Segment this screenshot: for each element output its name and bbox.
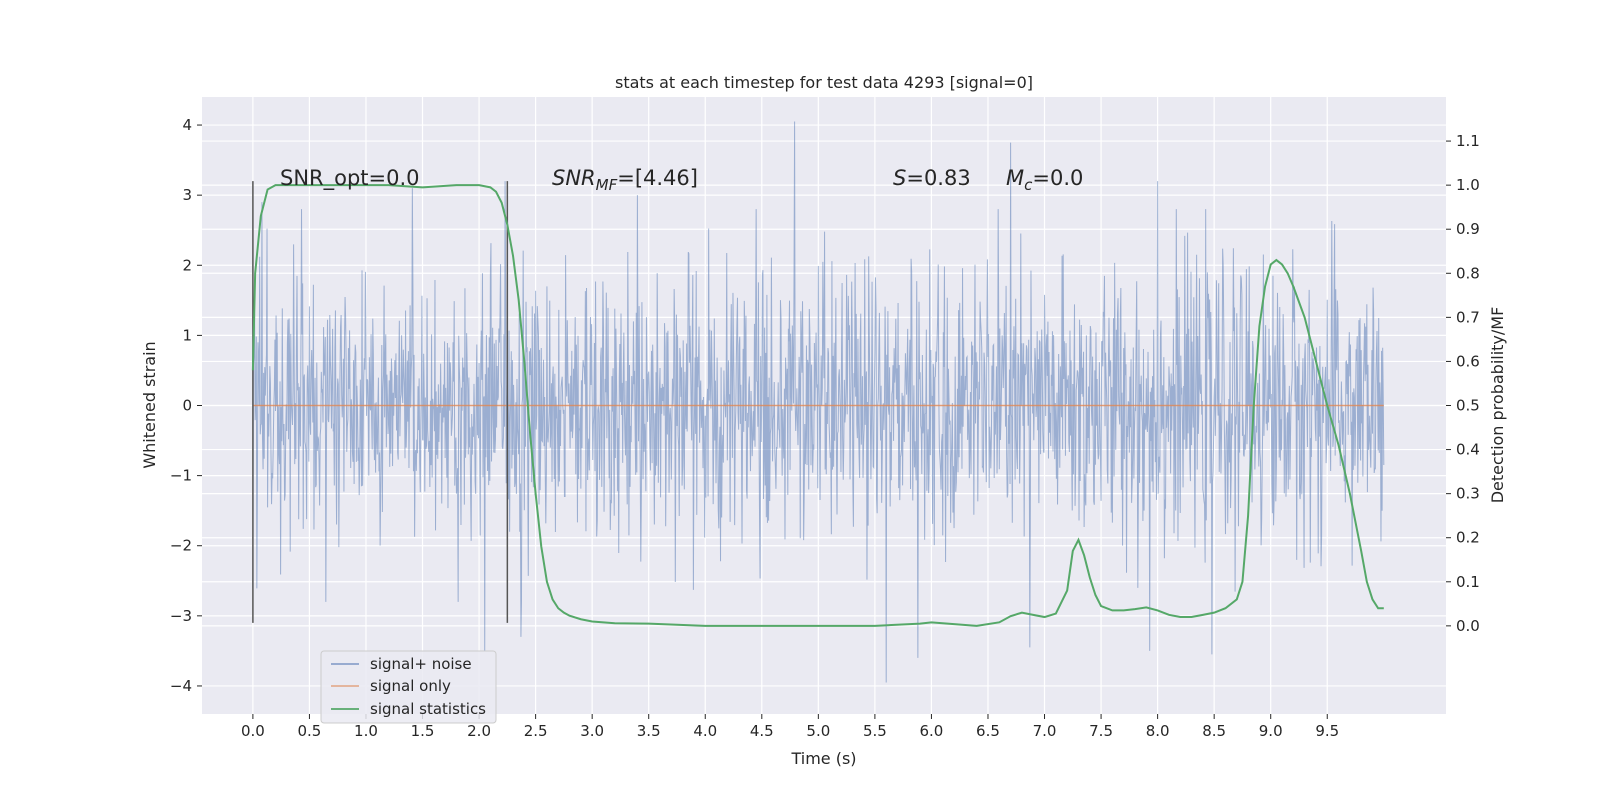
y-tick-label: 1 xyxy=(182,326,192,344)
snr-mf-value: =[4.46] xyxy=(617,166,698,190)
y-right-tick-label: 1.0 xyxy=(1456,176,1480,194)
y-right-tick-label: 0.9 xyxy=(1456,220,1480,238)
marker-lines xyxy=(252,181,509,623)
annotation-mc: Mc=0.0 xyxy=(1006,166,1083,194)
y-right-tick-label: 0.6 xyxy=(1456,352,1480,370)
x-tick-label: 1.5 xyxy=(411,722,435,740)
y-tick-label: −4 xyxy=(170,677,192,695)
snr-mf-subscript: MF xyxy=(596,176,618,194)
x-tick-label: 5.0 xyxy=(806,722,830,740)
x-tick-label: 0.0 xyxy=(241,722,265,740)
y-tick-label: 3 xyxy=(182,186,192,204)
y-right-tick-label: 1.1 xyxy=(1456,132,1480,150)
x-tick-label: 2.0 xyxy=(467,722,491,740)
mc-symbol: M xyxy=(1006,166,1024,190)
y-right-tick-label: 0.7 xyxy=(1456,308,1480,326)
chart-title: stats at each timestep for test data 429… xyxy=(615,73,1033,92)
snr-mf-symbol: SNR xyxy=(552,166,596,190)
mc-subscript: c xyxy=(1024,176,1033,194)
x-tick-label: 3.0 xyxy=(580,722,604,740)
x-tick-label: 0.5 xyxy=(298,722,322,740)
y-right-tick-label: 0.8 xyxy=(1456,264,1480,282)
signal-noise-line xyxy=(252,121,1385,683)
x-axis-ticks: 0.0 0.5 1.0 1.5 2.0 2.5 3.0 3.5 4.0 4.5 5.0 5.5 6.0 6… xyxy=(241,714,1339,740)
y-tick-label: −3 xyxy=(170,607,192,625)
mc-value: =0.0 xyxy=(1032,166,1083,190)
y-tick-label: 2 xyxy=(182,256,192,274)
x-tick-label: 3.5 xyxy=(637,722,661,740)
s-value: =0.83 xyxy=(906,166,970,190)
y-right-tick-label: 0.0 xyxy=(1456,617,1480,635)
x-tick-label: 1.0 xyxy=(354,722,378,740)
s-symbol: S xyxy=(893,166,906,190)
x-tick-label: 8.5 xyxy=(1202,722,1226,740)
y-tick-label: −2 xyxy=(170,537,192,555)
signal-statistics-series xyxy=(251,184,1384,627)
y-right-tick-label: 0.3 xyxy=(1456,485,1480,503)
x-tick-label: 6.0 xyxy=(920,722,944,740)
y-axis-label: Whitened strain xyxy=(140,341,159,468)
x-tick-label: 2.5 xyxy=(524,722,548,740)
signal-statistics-line xyxy=(251,184,1384,627)
legend: signal+ noise signal only signal statist… xyxy=(320,650,497,724)
y-right-tick-label: 0.2 xyxy=(1456,529,1480,547)
x-axis-label: Time (s) xyxy=(790,749,856,768)
y-right-tick-label: 0.5 xyxy=(1456,397,1480,415)
legend-box xyxy=(320,650,497,724)
legend-label-signal-only: signal only xyxy=(370,677,451,695)
annotation-s: S=0.83 xyxy=(893,166,971,190)
legend-label-signal-statistics: signal statistics xyxy=(370,700,486,718)
x-tick-label: 7.0 xyxy=(1033,722,1057,740)
x-tick-label: 9.0 xyxy=(1259,722,1283,740)
x-tick-label: 5.5 xyxy=(863,722,887,740)
y-tick-label: 0 xyxy=(182,397,192,415)
x-tick-label: 9.5 xyxy=(1315,722,1339,740)
x-tick-label: 4.0 xyxy=(693,722,717,740)
legend-label-signal-noise: signal+ noise xyxy=(370,655,472,673)
y-axis-right-ticks: 1.1 1.0 0.9 0.8 0.7 0.6 0.5 0.4 0.3 0.2 0.1 0.0 xyxy=(1446,132,1480,635)
annotation-snr-opt: SNR_opt=0.0 xyxy=(280,166,420,191)
x-tick-label: 6.5 xyxy=(976,722,1000,740)
signal-noise-series xyxy=(252,121,1385,683)
x-tick-label: 8.0 xyxy=(1146,722,1170,740)
y-tick-label: 4 xyxy=(182,116,192,134)
y-axis-right-label: Detection probability/MF xyxy=(1488,307,1507,504)
x-tick-label: 7.5 xyxy=(1089,722,1113,740)
y-axis-ticks: 4 3 2 1 0 −1 −2 −3 −4 xyxy=(170,116,202,695)
y-right-tick-label: 0.1 xyxy=(1456,573,1480,591)
annotation-snr-mf: SNRMF=[4.46] xyxy=(552,166,698,194)
y-right-tick-label: 0.4 xyxy=(1456,441,1480,459)
y-tick-label: −1 xyxy=(170,467,192,485)
x-tick-label: 4.5 xyxy=(750,722,774,740)
